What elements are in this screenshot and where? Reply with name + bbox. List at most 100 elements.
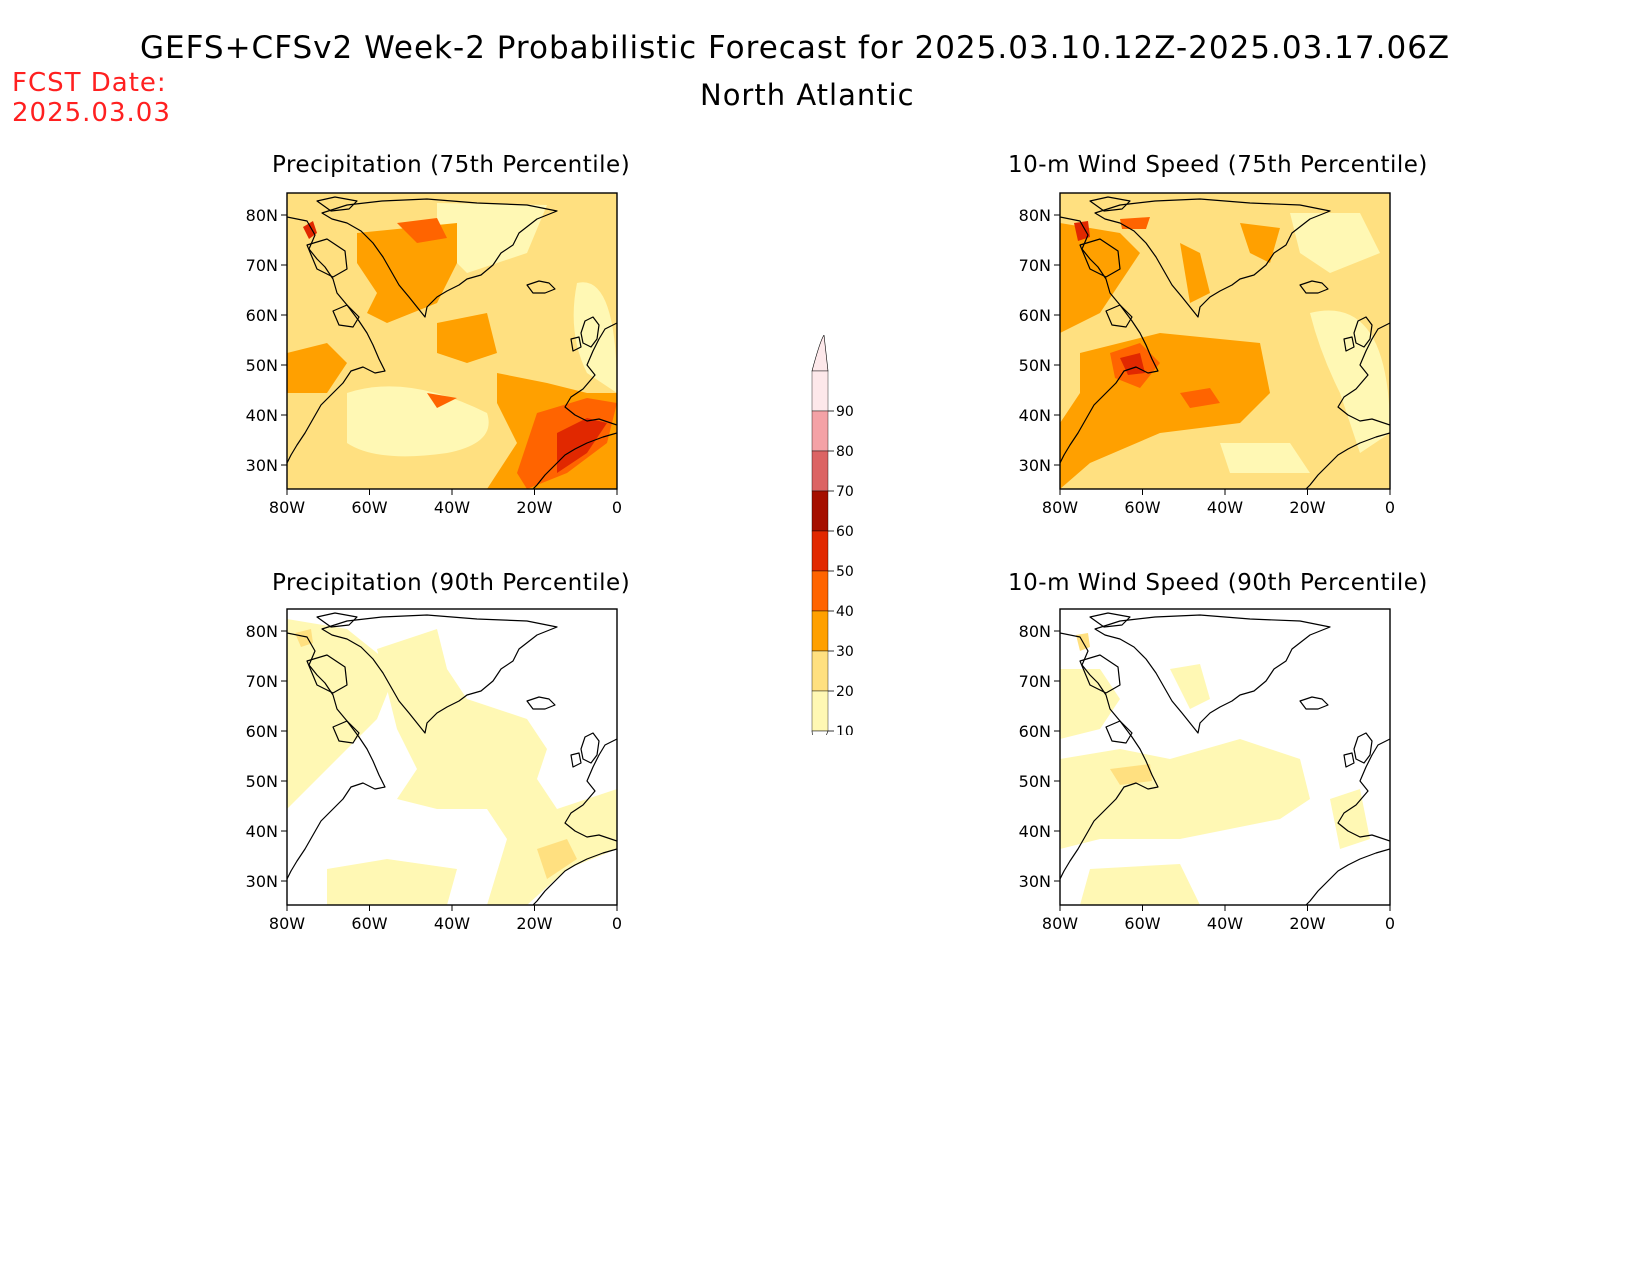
- precip75-lat-label: 40N: [246, 406, 278, 425]
- wind90-lon-label: 40W: [1207, 914, 1243, 931]
- precip75-shade-c10-3: [437, 203, 547, 273]
- wind75-shade-c40-9: [1180, 388, 1220, 408]
- colorbar-label: 70: [836, 484, 854, 500]
- precip75-africa-coast: [532, 432, 617, 489]
- precip75-shade-c10-1: [347, 386, 489, 457]
- wind90-shade-c20-6: [1110, 764, 1152, 785]
- precip90-lon-label: 80W: [269, 914, 305, 931]
- precip75-shade-c10-2: [573, 282, 617, 393]
- precip75-lat-label: 30N: [246, 456, 278, 475]
- precip90-shade-c20-4: [295, 629, 313, 647]
- wind75-shade-c10-3: [1290, 213, 1380, 273]
- precip75-britain-coast: [580, 316, 600, 348]
- wind75-clip-group: [1060, 193, 1390, 489]
- precip90-greenland-coast: [321, 614, 558, 734]
- precip90-baffin-coast: [306, 654, 348, 694]
- colorbar-label: 50: [836, 564, 854, 580]
- colorbar-segment: [811, 450, 829, 492]
- precip75-europe-coast: [564, 322, 617, 426]
- colorbar-segment: [811, 690, 829, 732]
- panel-title-precip75: Precipitation (75th Percentile): [272, 152, 631, 178]
- precip75-shade-c50-11: [303, 221, 317, 239]
- precip90-lat-label: 40N: [246, 822, 278, 841]
- wind75-shade-c40-12: [1120, 217, 1150, 229]
- colorbar-segment: [811, 650, 829, 692]
- wind90-greenland-coast: [1094, 614, 1331, 734]
- precip75-map: 80N 70N 60N 50N 40N 30N 80W 60W 40W 20W 0: [225, 185, 645, 515]
- figure-title: GEFS+CFSv2 Week-2 Probabilistic Forecast…: [140, 30, 1451, 66]
- wind90-baffin-coast: [1079, 654, 1121, 694]
- precip90-clip-group: [287, 609, 617, 905]
- wind75-newfoundland-coast: [1105, 304, 1133, 328]
- precip75-shade-c40-10: [397, 218, 447, 243]
- precip75-arctic-island-coast: [316, 196, 358, 212]
- colorbar-segment: [811, 570, 829, 612]
- wind75-shade-c10-2: [1220, 443, 1310, 473]
- wind90-lon-label: 0: [1385, 914, 1395, 931]
- colorbar-segment: [811, 490, 829, 532]
- wind75-lon-label: 60W: [1124, 498, 1160, 515]
- wind90-map: 80N 70N 60N 50N 40N 30N 80W 60W 40W 20W 0: [998, 601, 1418, 931]
- forecast-date-value: 2025.03.03: [12, 98, 171, 128]
- precip75-newfoundland-coast: [332, 304, 360, 328]
- colorbar-label: 80: [836, 444, 854, 460]
- wind75-lon-label: 40W: [1207, 498, 1243, 515]
- wind90-iceland-coast: [1299, 696, 1329, 710]
- colorbar-label: 20: [836, 684, 854, 700]
- wind75-map: 80N 70N 60N 50N 40N 30N 80W 60W 40W 20W 0: [998, 185, 1418, 515]
- wind75-shade-c30-4: [1060, 223, 1140, 333]
- precip75-lon-label: 20W: [516, 498, 552, 515]
- wind75-shade-c30-6: [1180, 243, 1210, 303]
- colorbar-label: 10: [836, 724, 854, 735]
- colorbar-segment: [811, 410, 829, 452]
- wind75-ireland-coast: [1343, 336, 1355, 352]
- wind90-lat-label: 40N: [1019, 822, 1051, 841]
- wind90-field: [1060, 609, 1390, 905]
- wind75-svg: 80N 70N 60N 50N 40N 30N 80W 60W 40W 20W 0: [1019, 192, 1395, 515]
- wind90-lat-label: 70N: [1019, 672, 1051, 691]
- precip90-shade-c10-1: [287, 619, 397, 809]
- precip90-ireland-coast: [570, 752, 582, 768]
- wind75-lat-label: 70N: [1019, 256, 1051, 275]
- wind90-lat-label: 60N: [1019, 722, 1051, 741]
- precip75-lon-label: 40W: [434, 498, 470, 515]
- precip75-baffin-coast: [306, 238, 348, 278]
- precip90-lat-label: 50N: [246, 772, 278, 791]
- wind90-shade-c10-1: [1060, 739, 1310, 849]
- precip75-shade-c30-6: [437, 313, 497, 363]
- wind90-lat-label: 50N: [1019, 772, 1051, 791]
- precip90-lat-label: 70N: [246, 672, 278, 691]
- precip90-iceland-coast: [526, 696, 556, 710]
- precip90-lat-label: 30N: [246, 872, 278, 891]
- wind75-shade-c30-5: [1060, 333, 1270, 489]
- colorbar-svg: 90 80 70 60 50 40 30 20 10: [811, 334, 854, 768]
- wind90-europe-coast: [1337, 738, 1390, 842]
- wind75-lon-label: 80W: [1042, 498, 1078, 515]
- colorbar-legend: 90 80 70 60 50 40 30 20 10: [810, 334, 870, 768]
- precip90-newfoundland-coast: [332, 720, 360, 744]
- colorbar-segment: [811, 370, 829, 412]
- wind75-greenland-coast: [1094, 198, 1331, 318]
- colorbar-bottom-arrow: [811, 730, 829, 768]
- precip90-map: 80N 70N 60N 50N 40N 30N 80W 60W 40W 20W 0: [225, 601, 645, 931]
- colorbar-label: 30: [836, 644, 854, 660]
- wind75-north-america-coast: [1060, 216, 1159, 464]
- wind75-lat-label: 60N: [1019, 306, 1051, 325]
- precip75-greenland-coast: [321, 198, 558, 318]
- precip90-lon-label: 0: [612, 914, 622, 931]
- wind75-lat-label: 30N: [1019, 456, 1051, 475]
- precip90-europe-coast: [564, 738, 617, 842]
- wind90-africa-coast: [1305, 848, 1390, 905]
- wind90-lon-label: 80W: [1042, 914, 1078, 931]
- precip75-lon-label: 0: [612, 498, 622, 515]
- wind75-baffin-coast: [1079, 238, 1121, 278]
- precip90-britain-coast: [580, 732, 600, 764]
- wind75-europe-coast: [1337, 322, 1390, 426]
- precip90-shade-c10-2: [377, 629, 617, 905]
- precip75-lat-label: 80N: [246, 206, 278, 225]
- wind90-shade-c10-4: [1330, 789, 1370, 849]
- precip90-lon-label: 60W: [351, 914, 387, 931]
- precip75-lon-label: 80W: [269, 498, 305, 515]
- precip75-lat-label: 50N: [246, 356, 278, 375]
- panel-title-wind90: 10-m Wind Speed (90th Percentile): [1008, 570, 1428, 596]
